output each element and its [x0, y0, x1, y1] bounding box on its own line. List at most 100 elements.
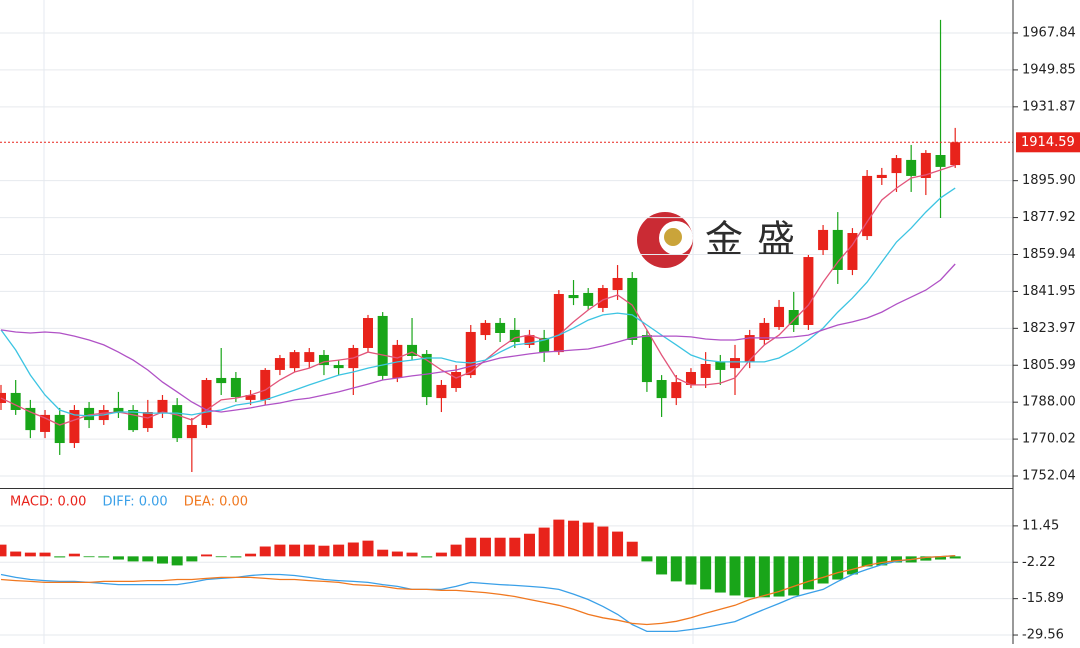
- macd-bar: [112, 556, 124, 560]
- candle-body: [818, 229, 829, 251]
- candle-body: [935, 155, 946, 167]
- candle-body: [715, 361, 726, 370]
- candle-body: [509, 329, 520, 343]
- legend-entry: DEA: 0.00: [184, 495, 248, 510]
- macd-bar: [24, 552, 36, 557]
- candle-body: [685, 372, 696, 385]
- macd-bar: [201, 554, 213, 557]
- macd-bar: [656, 556, 668, 575]
- candle-body: [69, 409, 80, 444]
- macd-line: [0, 554, 956, 633]
- candle-body: [906, 159, 917, 176]
- macd-bar: [920, 556, 932, 561]
- macd-bar: [450, 544, 462, 557]
- candle-body: [10, 392, 21, 410]
- candle-body: [186, 424, 197, 439]
- macd-bar: [435, 552, 447, 557]
- macd-bar: [568, 520, 580, 557]
- macd-bar: [597, 526, 609, 557]
- candle-body: [612, 277, 623, 291]
- macd-bar: [259, 546, 271, 557]
- y-tick-label: 1752.04: [1022, 469, 1076, 484]
- macd-bar: [612, 531, 624, 557]
- last-price-box: [1016, 132, 1080, 153]
- macd-bar: [714, 556, 726, 593]
- macd-bar: [39, 552, 51, 557]
- macd-bar: [729, 556, 741, 596]
- candle-body: [377, 315, 388, 376]
- macd-bar: [626, 541, 638, 557]
- macd-bar: [582, 522, 594, 557]
- macd-bar: [391, 551, 403, 557]
- candle-body: [142, 412, 153, 429]
- y-tick-label: 1877.92: [1022, 210, 1076, 225]
- candle-body: [788, 310, 799, 325]
- legend-entry: DIFF: 0.00: [102, 495, 167, 510]
- macd-bar: [54, 556, 66, 558]
- candle-body: [84, 407, 95, 421]
- macd-bar: [421, 556, 433, 558]
- candle-body: [201, 380, 212, 425]
- macd-bar: [10, 551, 22, 557]
- macd-bar: [890, 556, 902, 563]
- candle-body: [407, 344, 418, 356]
- y-tick-label: 1805.99: [1022, 358, 1076, 373]
- logo-core: [664, 228, 682, 246]
- candle-body: [128, 409, 139, 431]
- macd-bar: [523, 533, 535, 557]
- macd-bar: [303, 544, 315, 557]
- candle-body: [641, 335, 652, 383]
- macd-bar: [156, 556, 168, 564]
- macd-bar: [685, 556, 697, 585]
- macd-bar: [406, 552, 418, 557]
- candle-body: [54, 414, 65, 444]
- macd-bar: [744, 556, 756, 598]
- candle-body: [730, 358, 740, 369]
- macd-bar: [465, 537, 477, 557]
- candle-body: [700, 363, 711, 378]
- y-tick-label: -29.56: [1022, 628, 1064, 643]
- macd-bar: [876, 556, 888, 566]
- y-tick-label: 1788.00: [1022, 395, 1076, 410]
- macd-bar: [68, 553, 80, 557]
- legend-entry: MACD: 0.00: [10, 495, 86, 510]
- macd-bar: [127, 556, 139, 562]
- candle-body: [950, 142, 961, 166]
- ma-line: [0, 187, 956, 417]
- macd-bar: [802, 556, 814, 590]
- y-tick-label: 1967.84: [1022, 25, 1076, 40]
- candle-body: [876, 174, 887, 178]
- candle-body: [230, 377, 241, 398]
- macd-bar: [142, 556, 154, 562]
- candle-body: [744, 335, 755, 362]
- macd-bar: [494, 537, 506, 557]
- candle-body: [40, 414, 51, 432]
- macd-bar: [788, 556, 800, 596]
- candle-body: [451, 372, 462, 389]
- macd-bar: [479, 537, 491, 557]
- candle-body: [465, 331, 476, 376]
- candle-body: [363, 318, 373, 348]
- candle-body: [847, 233, 858, 270]
- candle-body: [113, 407, 124, 414]
- macd-bar: [215, 556, 227, 558]
- macd-bar: [949, 556, 961, 559]
- macd-bar: [935, 556, 947, 560]
- candle-body: [891, 158, 902, 174]
- candle-body: [774, 306, 785, 328]
- candle-body: [436, 384, 447, 399]
- candle-body: [304, 352, 315, 362]
- macd-bar: [773, 556, 785, 597]
- macd-bar: [274, 544, 286, 557]
- candle-body: [0, 392, 6, 404]
- y-tick-label: 1841.95: [1022, 284, 1076, 299]
- macd-bar: [318, 545, 330, 557]
- plot-area: [0, 19, 1013, 636]
- macd-bar: [245, 553, 257, 557]
- macd-bar: [83, 556, 95, 558]
- macd-bar: [700, 556, 712, 590]
- candle-body: [671, 382, 682, 399]
- candle-body: [627, 277, 638, 340]
- candle-body: [539, 337, 550, 353]
